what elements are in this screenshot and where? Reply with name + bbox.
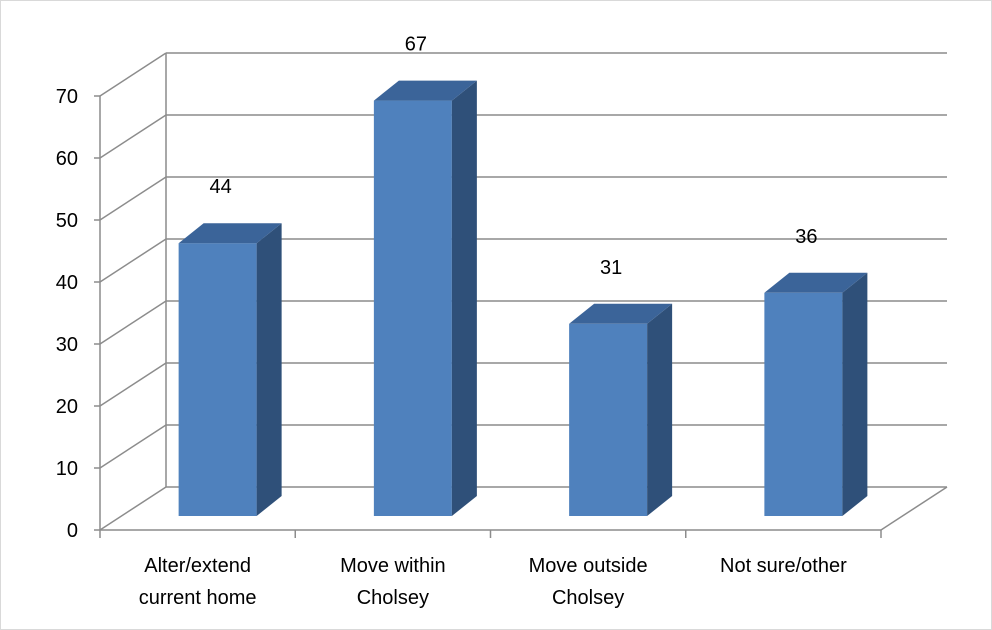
- data-label: 31: [600, 257, 622, 279]
- x-tick-label: Cholsey: [552, 587, 624, 609]
- gridline-diagonal: [99, 238, 167, 283]
- bar-side: [842, 272, 868, 516]
- y-tick-label: 10: [56, 458, 78, 480]
- bar-top: [373, 80, 477, 101]
- floor-right-edge: [880, 486, 948, 531]
- y-tick-label: 0: [67, 520, 78, 542]
- y-tick-label: 30: [56, 334, 78, 356]
- x-tick-label: Alter/extend: [144, 555, 251, 577]
- x-tick-label: Move within: [340, 555, 446, 577]
- x-tick-label: current home: [139, 587, 257, 609]
- bar-side: [647, 303, 673, 516]
- bar: [373, 100, 452, 516]
- gridline-diagonal: [99, 114, 167, 159]
- gridlines: [99, 52, 948, 531]
- x-tick-label: Move outside: [529, 555, 648, 577]
- data-label: 67: [405, 34, 427, 56]
- y-tick-label: 50: [56, 210, 78, 232]
- y-tick-label: 20: [56, 396, 78, 418]
- gridline-diagonal: [99, 52, 167, 97]
- axes: [94, 95, 882, 538]
- gridline-diagonal: [99, 362, 167, 407]
- data-label: 36: [795, 226, 817, 248]
- y-tick-label: 60: [56, 148, 78, 170]
- y-tick-label: 70: [56, 86, 78, 108]
- bar-top: [569, 303, 673, 324]
- bar: [569, 323, 648, 516]
- gridline-diagonal: [99, 486, 167, 531]
- bar-side: [256, 223, 282, 516]
- bar-top: [764, 272, 868, 293]
- x-tick-label: Cholsey: [357, 587, 429, 609]
- gridline-diagonal: [99, 424, 167, 469]
- bar: [178, 243, 257, 516]
- data-label: 44: [210, 176, 232, 198]
- labels: 0 10 20 30 40 50 60 70 44 Alter/extend current hom…: [56, 34, 847, 609]
- gridline-diagonal: [99, 176, 167, 221]
- x-tick-label: Not sure/other: [720, 555, 847, 577]
- bar: [764, 292, 843, 516]
- bars: [178, 80, 868, 516]
- bar-side: [451, 80, 477, 516]
- gridline-diagonal: [99, 300, 167, 345]
- y-tick-label: 40: [56, 272, 78, 294]
- bar-top: [178, 223, 282, 244]
